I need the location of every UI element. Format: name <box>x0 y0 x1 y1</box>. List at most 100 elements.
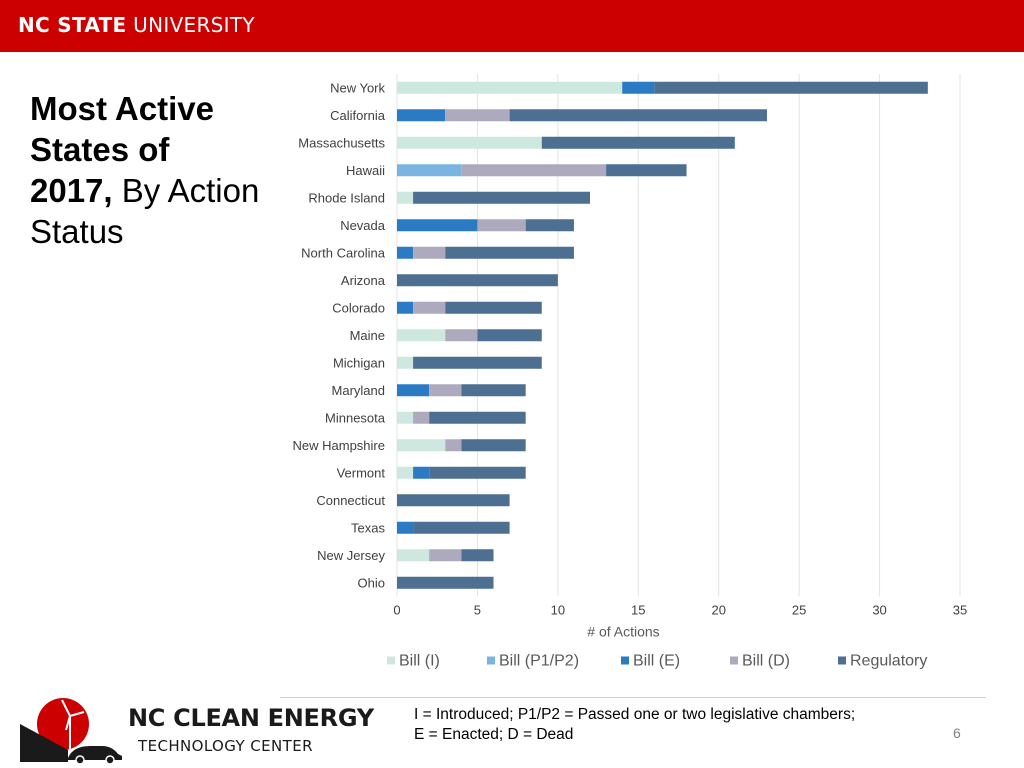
bar-segment <box>397 301 414 314</box>
footer-divider <box>280 697 986 698</box>
brand-bold: NC STATE <box>18 13 127 37</box>
bar-segment <box>445 301 542 314</box>
title-line-3-bold: 2017, <box>30 172 113 209</box>
bar-segment <box>413 246 446 259</box>
category-label: Connecticut <box>316 493 385 508</box>
bar-segment <box>429 384 462 397</box>
legend-label: Regulatory <box>850 653 927 670</box>
bar-segment <box>461 384 526 397</box>
footnote-line-2: E = Enacted; D = Dead <box>414 726 574 743</box>
x-tick-label: 0 <box>393 603 400 618</box>
title-line-2: States of <box>30 131 170 168</box>
x-tick-label: 35 <box>953 603 967 618</box>
category-label: Ohio <box>358 575 385 590</box>
category-label: Massachusetts <box>298 135 385 150</box>
legend-swatch <box>387 656 395 665</box>
category-label: Colorado <box>332 300 385 315</box>
category-label: New Jersey <box>317 548 385 563</box>
bar-segment <box>413 411 430 424</box>
category-label: Arizona <box>341 273 386 288</box>
logo-line-2: TECHNOLOGY CENTER <box>138 737 313 755</box>
bar-segment <box>477 219 526 232</box>
nc-clean-energy-logo: NC CLEAN ENERGY TECHNOLOGY CENTER <box>18 690 374 765</box>
bar-segment <box>397 274 558 287</box>
bar-segment <box>397 109 446 122</box>
bar-segment <box>541 136 735 149</box>
header-bar: NC STATE UNIVERSITY <box>0 0 1024 52</box>
slide-title: Most Active States of 2017, By Action St… <box>30 88 280 252</box>
title-line-3-rest: By Action <box>112 172 260 209</box>
bar-segment <box>397 439 446 452</box>
bar-segment <box>413 356 542 369</box>
category-label: Rhode Island <box>308 190 385 205</box>
category-label: Hawaii <box>346 163 385 178</box>
category-label: Texas <box>351 520 385 535</box>
bar-segment <box>429 466 526 479</box>
bar-segment <box>429 411 526 424</box>
bar-segment <box>397 164 462 177</box>
bar-segment <box>445 246 574 259</box>
x-axis-title: # of Actions <box>587 624 659 640</box>
bar-segment <box>397 246 414 259</box>
bar-segment <box>654 81 928 94</box>
title-line-1: Most Active <box>30 90 214 127</box>
legend-swatch <box>730 656 738 665</box>
bar-segment <box>461 164 607 177</box>
bar-segment <box>509 109 767 122</box>
bar-segment <box>445 439 462 452</box>
bar-segment <box>397 219 478 232</box>
x-tick-label: 30 <box>872 603 886 618</box>
bar-segment <box>461 549 494 562</box>
bar-segment <box>397 521 414 534</box>
bar-segment <box>461 439 526 452</box>
category-label: Maine <box>350 328 385 343</box>
x-tick-label: 5 <box>474 603 481 618</box>
bar-segment <box>445 109 510 122</box>
bar-segment <box>397 356 414 369</box>
x-tick-label: 25 <box>792 603 806 618</box>
university-wordmark: NC STATE UNIVERSITY <box>18 13 255 37</box>
bar-segment <box>606 164 687 177</box>
bar-segment <box>445 329 478 342</box>
bar-segment <box>477 329 542 342</box>
stacked-bar-chart: 0 5 10 15 20 25 30 35 New York California Massachu… <box>293 74 967 670</box>
bar-segment <box>622 81 655 94</box>
logo-mark-icon <box>20 698 122 765</box>
bar-segment <box>429 549 462 562</box>
category-label: Minnesota <box>325 410 386 425</box>
x-tick-label: 20 <box>711 603 725 618</box>
bar-segment <box>397 549 430 562</box>
bar-segment <box>397 329 446 342</box>
bar-segment <box>397 384 430 397</box>
bar-segment <box>397 81 623 94</box>
footnote: I = Introduced; P1/P2 = Passed one or tw… <box>414 705 855 745</box>
category-label: California <box>330 108 386 123</box>
category-label: New Hampshire <box>293 438 385 453</box>
bar-segment <box>397 191 414 204</box>
category-label: New York <box>330 80 385 95</box>
bar-segment <box>397 576 494 589</box>
legend-label: Bill (E) <box>633 653 680 670</box>
bar-segment <box>397 136 542 149</box>
bar-segment <box>397 466 414 479</box>
legend-label: Bill (P1/P2) <box>499 653 579 670</box>
footnote-line-1: I = Introduced; P1/P2 = Passed one or tw… <box>414 706 856 723</box>
bar-segment <box>413 521 510 534</box>
bar-segment <box>413 191 591 204</box>
bar-segment <box>397 411 414 424</box>
legend-swatch <box>838 656 846 665</box>
legend-label: Bill (I) <box>399 653 440 670</box>
bar-segment <box>413 466 430 479</box>
bar-segment <box>397 494 510 507</box>
logo-line-1: NC CLEAN ENERGY <box>128 704 374 732</box>
x-tick-label: 10 <box>551 603 565 618</box>
category-label: North Carolina <box>301 245 386 260</box>
brand-light: UNIVERSITY <box>126 13 255 37</box>
category-label: Maryland <box>332 383 385 398</box>
page-number: 6 <box>953 725 961 741</box>
legend-swatch <box>487 656 495 665</box>
legend-label: Bill (D) <box>742 653 790 670</box>
category-label: Nevada <box>340 218 386 233</box>
category-label: Vermont <box>337 465 386 480</box>
category-label: Michigan <box>333 355 385 370</box>
